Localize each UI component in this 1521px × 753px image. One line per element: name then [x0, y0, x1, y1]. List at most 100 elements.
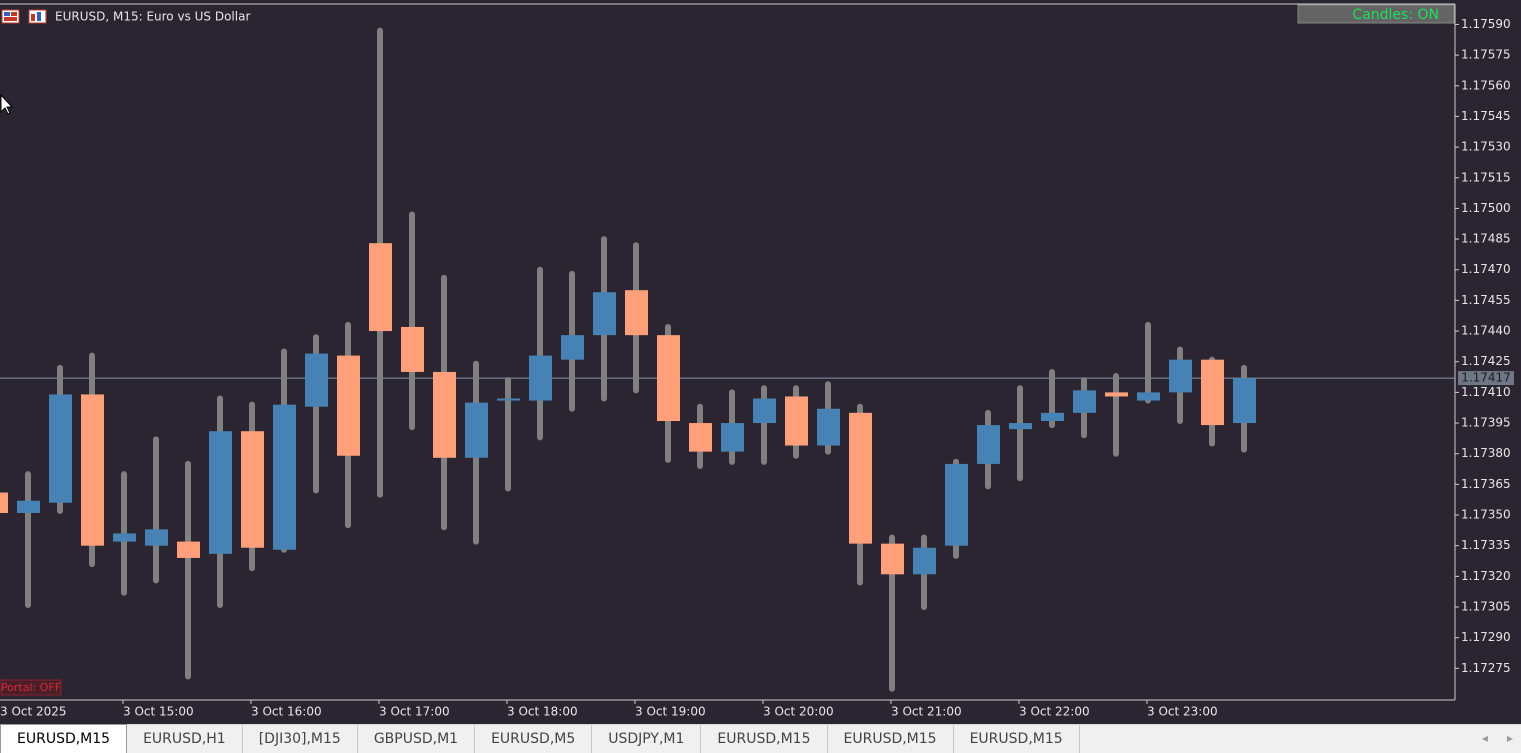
icon: [4, 17, 17, 21]
candle-body: [817, 408, 840, 446]
y-tick-label: 1.17515: [1461, 170, 1511, 184]
candle-body: [81, 394, 104, 546]
candle-body: [49, 394, 72, 503]
x-tick-label: 3 Oct 21:00: [891, 705, 962, 719]
candle-body: [433, 371, 456, 458]
y-tick-label: 1.17365: [1461, 477, 1511, 491]
chart-title: EURUSD, M15: Euro vs US Dollar: [55, 10, 250, 24]
y-tick-label: 1.17470: [1461, 262, 1511, 276]
y-tick-label: 1.17545: [1461, 109, 1511, 123]
icon: [11, 12, 17, 16]
candles-button-label[interactable]: Candles: ON: [1352, 7, 1439, 23]
candle-body: [881, 543, 904, 575]
x-tick-label: 3 Oct 2025: [0, 705, 67, 719]
y-tick-label: 1.17560: [1461, 78, 1511, 92]
candle-body: [625, 290, 648, 336]
y-tick-label: 1.17335: [1461, 538, 1511, 552]
candle-body: [593, 292, 616, 336]
candle-body: [1073, 390, 1096, 413]
icon: [31, 14, 35, 21]
tab[interactable]: EURUSD,H1: [127, 725, 243, 753]
tab-bar: EURUSD,M15 EURUSD,H1 [DJI30],M15 GBPUSD,M1 E…: [0, 724, 1521, 753]
candle-body: [497, 398, 520, 401]
candle-body: [1105, 392, 1128, 397]
y-tick-label: 1.17305: [1461, 600, 1511, 614]
tab[interactable]: EURUSD,M5: [475, 725, 593, 753]
candle-body: [1009, 423, 1032, 430]
icon: [4, 12, 10, 16]
x-tick-label: 3 Oct 16:00: [251, 705, 322, 719]
y-tick-label: 1.17395: [1461, 416, 1511, 430]
candle-body: [273, 404, 296, 550]
candle-body: [145, 529, 168, 546]
candle-body: [945, 463, 968, 546]
candle-body: [369, 243, 392, 332]
current-price-label: 1.17417: [1461, 371, 1511, 385]
y-tick-label: 1.17425: [1461, 354, 1511, 368]
chart-icons: [1, 9, 47, 24]
candle-body: [1201, 359, 1224, 426]
y-tick-label: 1.17575: [1461, 48, 1511, 62]
candle-body: [689, 423, 712, 452]
x-tick-label: 3 Oct 20:00: [763, 705, 834, 719]
tab[interactable]: EURUSD,M15: [954, 725, 1080, 753]
candle-body: [1137, 392, 1160, 401]
icon: [37, 12, 41, 21]
candle-body: [721, 423, 744, 452]
candle-body: [17, 500, 40, 513]
candle-body: [0, 492, 8, 513]
chart: 1.17590 1.17575 1.17560 1.17545 1.17530 1.175…: [0, 0, 1521, 724]
y-tick-label: 1.17500: [1461, 201, 1511, 215]
candle-body: [113, 533, 136, 542]
y-tick-label: 1.17590: [1461, 17, 1511, 31]
candle-body: [849, 412, 872, 544]
x-tick-label: 3 Oct 17:00: [379, 705, 450, 719]
tab[interactable]: EURUSD,M15: [0, 724, 128, 753]
candle-body: [657, 335, 680, 421]
portal-label-box: [0, 679, 62, 696]
tab[interactable]: USDJPY,M1: [592, 725, 702, 753]
y-tick-label: 1.17440: [1461, 324, 1511, 338]
candle-body: [913, 547, 936, 575]
plot: 1.17590 1.17575 1.17560 1.17545 1.17530 1.175…: [0, 17, 1511, 719]
candle-body: [753, 398, 776, 424]
current-price-tag: [1458, 371, 1514, 386]
candle-body: [561, 335, 584, 360]
candle-body: [337, 355, 360, 456]
y-tick-label: 1.17410: [1461, 385, 1511, 399]
y-tick-label: 1.17320: [1461, 569, 1511, 583]
candles-button[interactable]: [1297, 4, 1455, 24]
candle-body: [1233, 378, 1256, 424]
candle-body: [529, 355, 552, 401]
icon: [1, 9, 20, 24]
tab-scroll[interactable]: ◂ ▸: [1481, 731, 1513, 745]
candle-body: [241, 431, 264, 548]
tab[interactable]: GBPUSD,M1: [358, 725, 476, 753]
candle-body: [209, 431, 232, 554]
candle-body: [785, 396, 808, 446]
candle-body: [177, 541, 200, 558]
tab[interactable]: EURUSD,M15: [701, 725, 828, 753]
tab[interactable]: [DJI30],M15: [243, 725, 358, 753]
candle-body: [465, 402, 488, 458]
y-tick-label: 1.17530: [1461, 140, 1511, 154]
y-tick-label: 1.17485: [1461, 232, 1511, 246]
candle-body: [977, 425, 1000, 464]
y-tick-label: 1.17455: [1461, 293, 1511, 307]
candle-body: [401, 326, 424, 372]
x-tick-label: 3 Oct 15:00: [123, 705, 194, 719]
portal-label: Portal: OFF: [1, 681, 61, 694]
y-tick-label: 1.17290: [1461, 630, 1511, 644]
mouse-cursor: [0, 93, 14, 115]
y-tick-label: 1.17380: [1461, 446, 1511, 460]
y-tick-label: 1.17275: [1461, 661, 1511, 675]
x-tick-label: 3 Oct 18:00: [507, 705, 578, 719]
y-tick-label: 1.17350: [1461, 508, 1511, 522]
x-tick-label: 3 Oct 19:00: [635, 705, 706, 719]
x-tick-label: 3 Oct 22:00: [1019, 705, 1090, 719]
tab[interactable]: EURUSD,M15: [828, 725, 954, 753]
candle-body: [305, 353, 328, 407]
candle-body: [1041, 412, 1064, 421]
background: [0, 0, 1521, 724]
